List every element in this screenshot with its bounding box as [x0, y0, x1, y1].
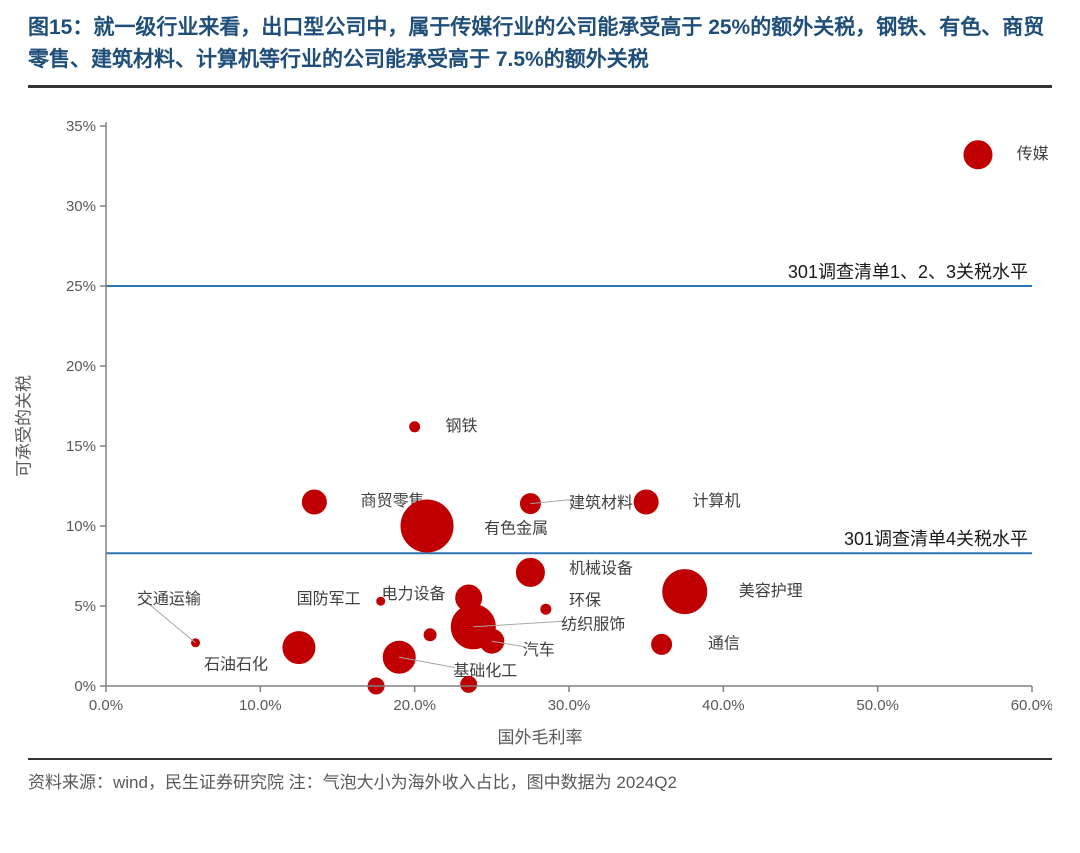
- bubble-chart-svg: 301调查清单1、2、3关税水平301调查清单4关税水平传媒钢铁商贸零售有色金属…: [28, 106, 1052, 746]
- bubble: [377, 597, 385, 605]
- y-tick-label: 25%: [66, 278, 96, 295]
- x-axis-title: 国外毛利率: [498, 723, 583, 748]
- bubble-label: 钢铁: [446, 417, 478, 435]
- y-tick-label: 35%: [66, 118, 96, 135]
- bubble: [424, 629, 436, 641]
- bubble-label: 机械设备: [569, 559, 633, 577]
- bubble: [541, 604, 551, 614]
- chart-area: 可承受的关税 301调查清单1、2、3关税水平301调查清单4关税水平传媒钢铁商…: [28, 106, 1052, 746]
- bubble-label: 电力设备: [382, 585, 446, 603]
- bubble-label: 石油石化: [204, 655, 268, 673]
- bubble: [302, 490, 326, 514]
- x-tick-label: 60.0%: [1011, 697, 1052, 714]
- footer-source: 资料来源：wind，民生证券研究院 注：气泡大小为海外收入占比，图中数据为 20…: [28, 768, 1052, 793]
- x-tick-label: 0.0%: [89, 697, 123, 714]
- x-tick-label: 30.0%: [548, 697, 591, 714]
- bubble: [652, 634, 672, 654]
- bubble: [663, 570, 707, 614]
- y-tick-label: 10%: [66, 518, 96, 535]
- bubble: [520, 494, 540, 514]
- bubble: [634, 490, 658, 514]
- bubble-label: 交通运输: [137, 590, 201, 608]
- bubble-label: 基础化工: [453, 662, 517, 680]
- x-tick-label: 10.0%: [239, 697, 282, 714]
- bubble: [401, 500, 453, 552]
- bubble-label: 计算机: [692, 491, 740, 510]
- y-tick-label: 0%: [74, 678, 96, 695]
- bubble-label: 纺织服饰: [561, 615, 625, 633]
- bubble: [410, 422, 420, 432]
- footer-rule: [28, 758, 1052, 760]
- bubble-label: 环保: [569, 591, 601, 609]
- bubble-label: 建筑材料: [569, 494, 633, 512]
- y-tick-label: 15%: [66, 438, 96, 455]
- bubble: [516, 558, 544, 586]
- x-tick-label: 20.0%: [393, 697, 436, 714]
- y-tick-label: 5%: [74, 598, 96, 615]
- bubble: [461, 676, 477, 692]
- bubble-label: 美容护理: [739, 582, 803, 600]
- bubble-label: 传媒: [1017, 145, 1049, 163]
- chart-title: 图15：就一级行业来看，出口型公司中，属于传媒行业的公司能承受高于 25%的额外…: [0, 0, 1080, 83]
- reference-line-label: 301调查清单1、2、3关税水平: [788, 262, 1028, 282]
- x-tick-label: 40.0%: [702, 697, 745, 714]
- title-rule: [28, 85, 1052, 88]
- y-tick-label: 20%: [66, 358, 96, 375]
- bubble: [283, 632, 315, 664]
- bubble-label: 通信: [708, 635, 740, 653]
- bubble-label: 汽车: [523, 641, 555, 659]
- bubble-label: 有色金属: [484, 519, 548, 537]
- y-tick-label: 30%: [66, 198, 96, 215]
- reference-line-label: 301调查清单4关税水平: [844, 529, 1028, 549]
- x-tick-label: 50.0%: [856, 697, 899, 714]
- bubble: [964, 141, 992, 169]
- bubble-label: 国防军工: [297, 590, 361, 608]
